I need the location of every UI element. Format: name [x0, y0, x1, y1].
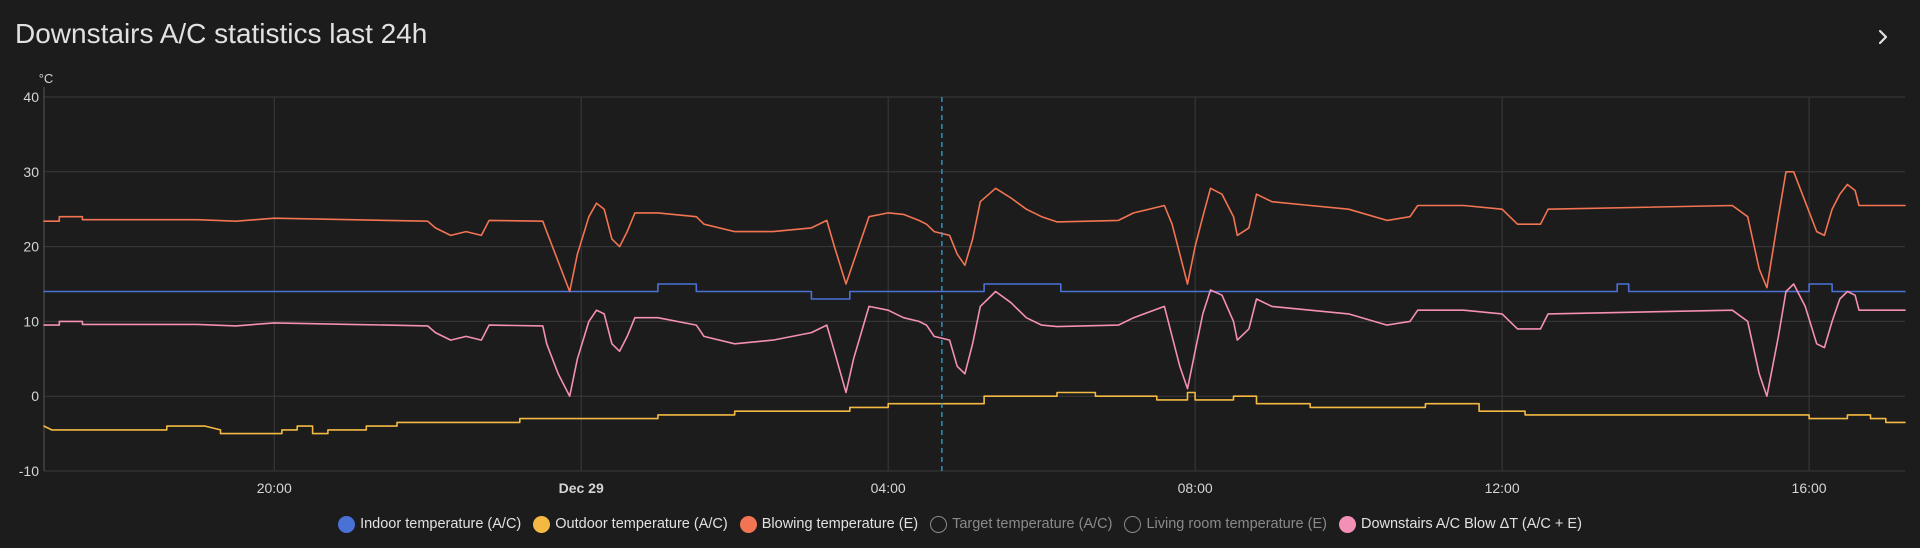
x-tick-label: 12:00: [1485, 480, 1520, 496]
legend-item[interactable]: Downstairs A/C Blow ΔT (A/C + E): [1338, 515, 1582, 533]
chart-legend: Indoor temperature (A/C) Outdoor temperat…: [0, 512, 1920, 536]
x-tick-label: 04:00: [871, 480, 906, 496]
series-line-downstairs-a-c-blow-t-a-c-e: [43, 283, 1906, 397]
legend-item[interactable]: Blowing temperature (E): [739, 515, 919, 533]
y-tick-label: -10: [19, 463, 39, 479]
legend-label: Target temperature (A/C): [952, 516, 1113, 532]
legend-swatch-icon: [1338, 515, 1356, 533]
chart-axes: 40 30 20 10 0 -10 20:00 Dec 29 04:00 08:00 12:00 16…: [19, 71, 1827, 496]
legend-label: Outdoor temperature (A/C): [555, 516, 728, 532]
x-tick-label: 08:00: [1178, 480, 1213, 496]
x-tick-label: 20:00: [257, 480, 292, 496]
more-info-button[interactable]: [1868, 22, 1898, 52]
series-line-indoor-temperature-a-c: [43, 283, 1906, 300]
x-tick-label: 16:00: [1792, 480, 1827, 496]
legend-label: Living room temperature (E): [1146, 516, 1327, 532]
x-tick-label: Dec 29: [559, 480, 604, 496]
y-axis-unit-label: °C: [39, 71, 54, 86]
legend-item[interactable]: Indoor temperature (A/C): [338, 515, 522, 533]
series-line-blowing-temperature-e: [43, 171, 1906, 293]
legend-swatch-icon: [930, 515, 948, 533]
series-line-outdoor-temperature-a-c: [43, 391, 1906, 435]
chart-grid: [43, 87, 1905, 472]
card-title: Downstairs A/C statistics last 24h: [15, 18, 428, 49]
legend-label: Blowing temperature (E): [761, 516, 919, 532]
y-tick-label: 30: [23, 164, 39, 180]
legend-swatch-icon: [1124, 515, 1142, 533]
legend-label: Indoor temperature (A/C): [360, 516, 522, 532]
legend-item[interactable]: Living room temperature (E): [1124, 515, 1327, 533]
chart-series: [43, 171, 1906, 435]
legend-swatch-icon: [739, 515, 757, 533]
y-tick-label: 10: [23, 313, 39, 329]
legend-swatch-icon: [338, 515, 356, 533]
y-tick-label: 0: [31, 388, 39, 404]
legend-label: Downstairs A/C Blow ΔT (A/C + E): [1360, 516, 1582, 532]
legend-swatch-icon: [533, 515, 551, 533]
y-tick-label: 20: [23, 239, 39, 255]
legend-item[interactable]: Target temperature (A/C): [930, 515, 1113, 533]
legend-item[interactable]: Outdoor temperature (A/C): [533, 515, 728, 533]
y-tick-label: 40: [23, 89, 39, 105]
chevron-right-icon: [1878, 29, 1888, 45]
statistics-chart[interactable]: 40 30 20 10 0 -10 20:00 Dec 29 04:00 08:00 12:00 16…: [0, 0, 1920, 505]
